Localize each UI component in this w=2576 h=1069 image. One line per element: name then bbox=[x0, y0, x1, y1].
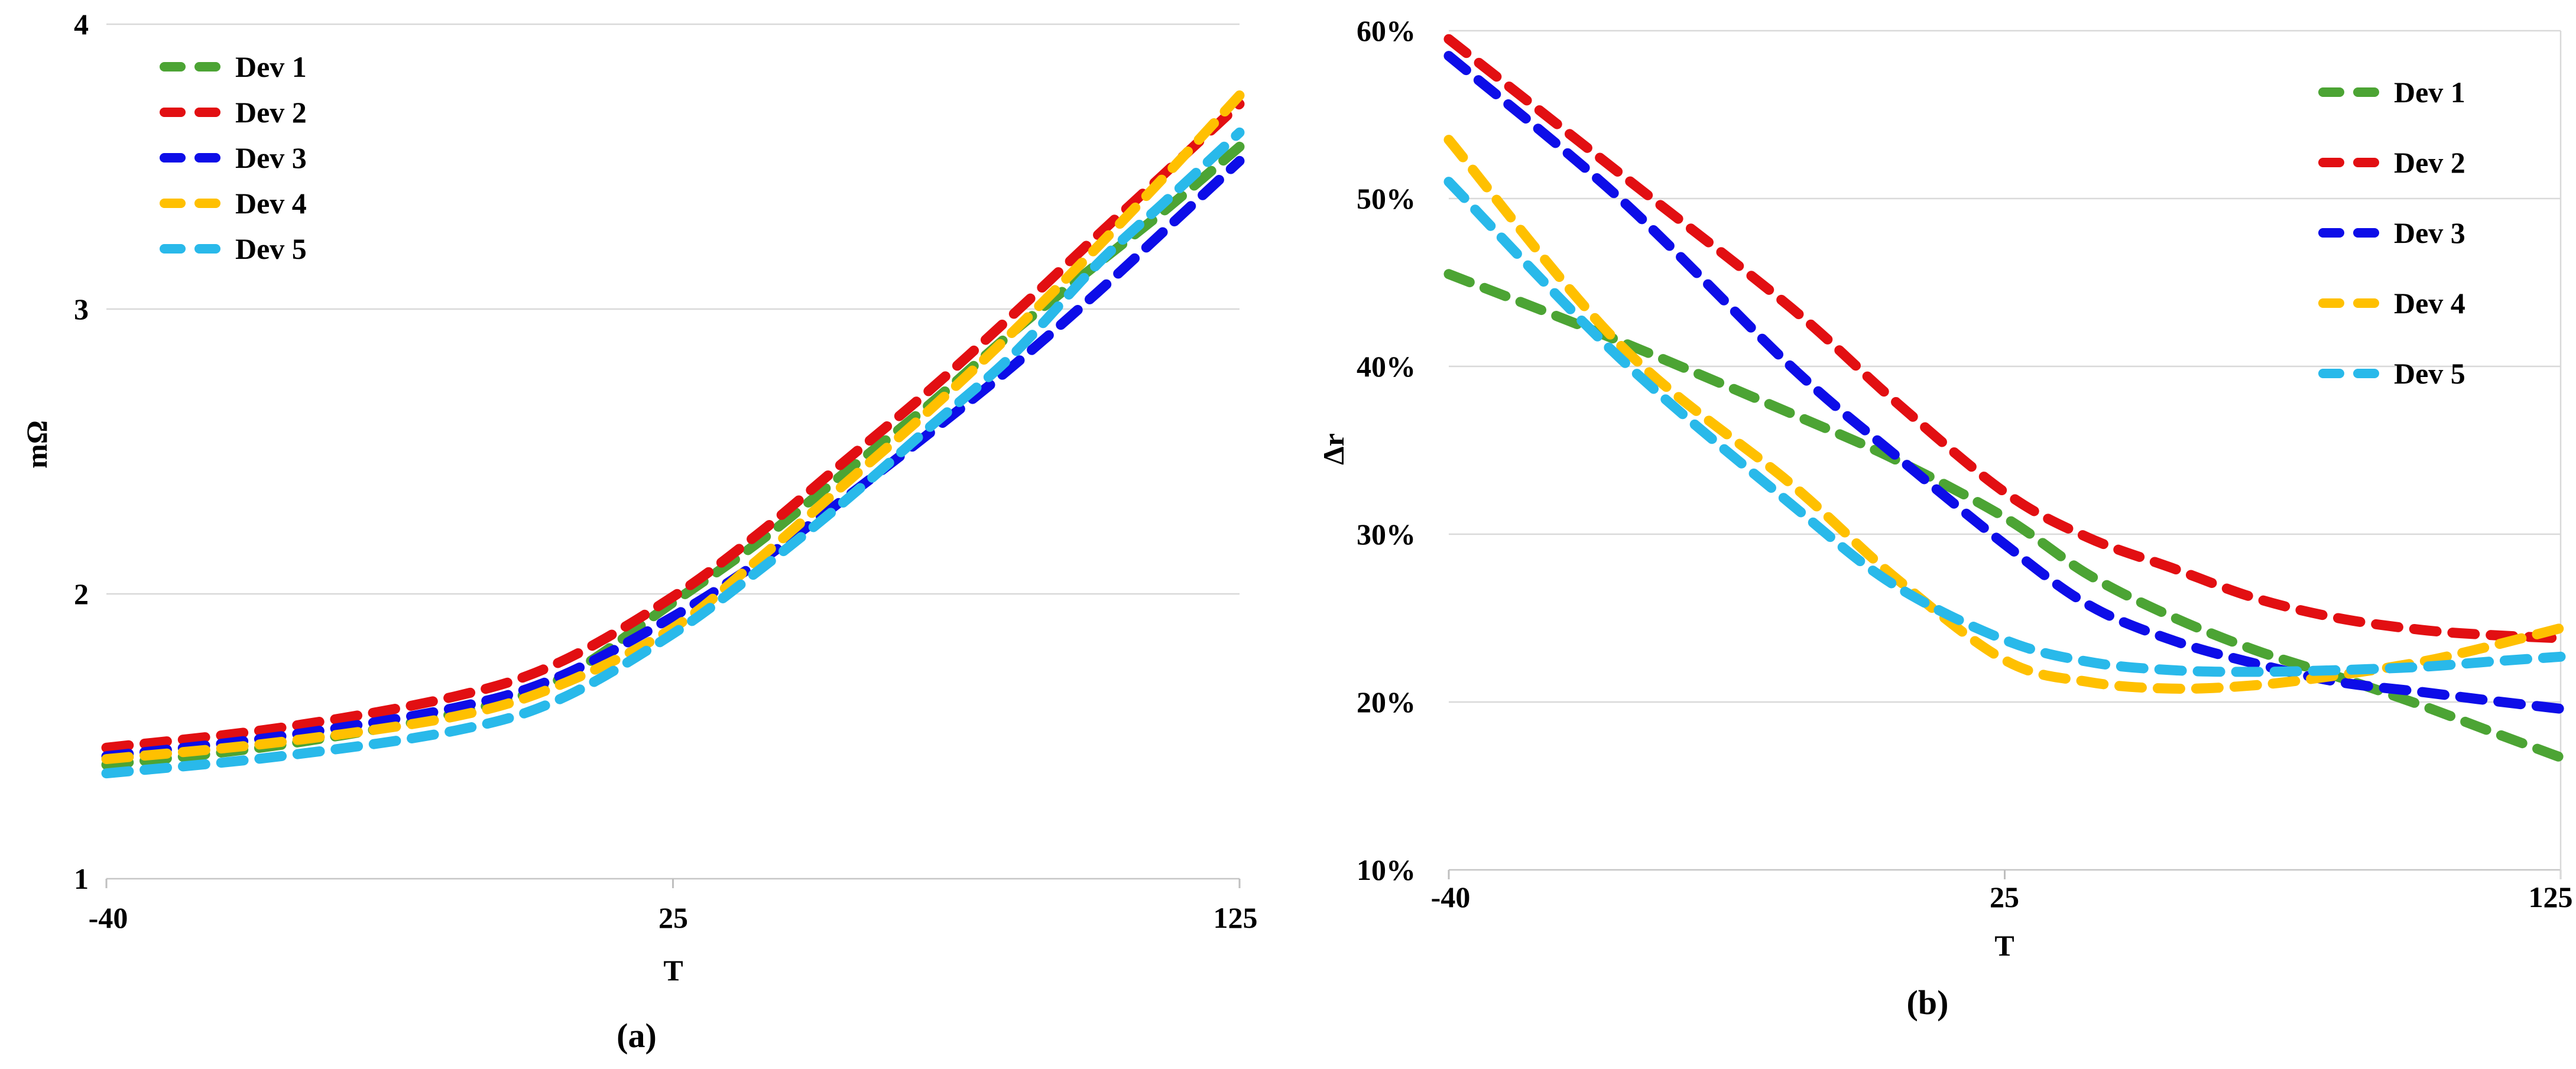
panel-b-ytick-10: 10% bbox=[1357, 853, 1416, 886]
dev5-dash-swatch bbox=[2318, 368, 2380, 378]
dev1-dash-swatch bbox=[160, 61, 221, 72]
panel-b-ytick-60: 60% bbox=[1357, 14, 1416, 47]
panel-b-y-axis-title: Δr bbox=[1317, 433, 1350, 465]
legend-item-dev1: Dev 1 bbox=[2318, 57, 2465, 127]
panel-b-xtick-neg40: -40 bbox=[1430, 880, 1471, 914]
dev3-dash-swatch bbox=[2318, 228, 2380, 238]
panel-a-ytick-3: 3 bbox=[74, 293, 89, 326]
panel-a-ytick-4: 4 bbox=[74, 8, 89, 41]
legend-label: Dev 3 bbox=[235, 141, 307, 174]
series-line-dev-5 bbox=[101, 127, 1245, 779]
series-line-dev-4 bbox=[101, 90, 1245, 765]
panel-a-ytick-1: 1 bbox=[74, 862, 89, 895]
series-line-dev-2 bbox=[1443, 34, 2566, 644]
legend-label: Dev 2 bbox=[2394, 145, 2465, 179]
legend-item-dev4: Dev 4 bbox=[2318, 268, 2465, 338]
panel-a-legend: Dev 1 Dev 2 Dev 3 Dev 4 Dev 5 bbox=[160, 44, 307, 271]
panel-a-xtick-neg40: -40 bbox=[88, 901, 128, 934]
legend-label: Dev 1 bbox=[235, 50, 307, 83]
legend-item-dev5: Dev 5 bbox=[2318, 338, 2465, 408]
legend-label: Dev 4 bbox=[235, 186, 307, 220]
legend-item-dev2: Dev 2 bbox=[2318, 127, 2465, 197]
panel-b-ytick-40: 40% bbox=[1357, 350, 1416, 383]
dev4-dash-swatch bbox=[2318, 298, 2380, 308]
dev1-dash-swatch bbox=[2318, 87, 2380, 97]
series-line-dev-1 bbox=[1443, 269, 2566, 763]
legend-label: Dev 1 bbox=[2394, 75, 2465, 109]
dev2-dash-swatch bbox=[2318, 157, 2380, 167]
legend-item-dev3: Dev 3 bbox=[160, 135, 307, 180]
legend-item-dev3: Dev 3 bbox=[2318, 197, 2465, 268]
panel-b-x-axis-title: T bbox=[1994, 929, 2014, 962]
legend-item-dev4: Dev 4 bbox=[160, 180, 307, 226]
legend-item-dev5: Dev 5 bbox=[160, 226, 307, 271]
dev5-dash-swatch bbox=[160, 243, 221, 254]
panel-a-x-axis-title: T bbox=[663, 954, 683, 987]
panel-b-xtick-125: 125 bbox=[2528, 880, 2573, 914]
series-line-dev-3 bbox=[1443, 51, 2566, 714]
dev3-dash-swatch bbox=[160, 152, 221, 163]
legend-label: Dev 4 bbox=[2394, 286, 2465, 320]
legend-label: Dev 5 bbox=[2394, 356, 2465, 390]
panel-b-ytick-20: 20% bbox=[1357, 685, 1416, 719]
panel-a-xtick-25: 25 bbox=[658, 901, 688, 934]
legend-label: Dev 5 bbox=[235, 232, 307, 265]
panel-a-y-axis-title: mΩ bbox=[20, 420, 53, 469]
legend-label: Dev 2 bbox=[235, 95, 307, 129]
panel-a-xtick-125: 125 bbox=[1213, 901, 1258, 934]
panel-b-xtick-25: 25 bbox=[1990, 880, 2019, 914]
legend-item-dev2: Dev 2 bbox=[160, 89, 307, 135]
legend-item-dev1: Dev 1 bbox=[160, 44, 307, 89]
panel-a-ytick-2: 2 bbox=[74, 577, 89, 610]
panel-b-ytick-30: 30% bbox=[1357, 518, 1416, 551]
panel-b-legend: Dev 1 Dev 2 Dev 3 Dev 4 Dev 5 bbox=[2318, 57, 2465, 408]
dev2-dash-swatch bbox=[160, 107, 221, 117]
panel-a-caption: (a) bbox=[617, 1016, 657, 1055]
dev4-dash-swatch bbox=[160, 198, 221, 208]
series-line-dev-2 bbox=[101, 99, 1245, 753]
series-line-dev-5 bbox=[1443, 177, 2566, 677]
panel-b-ytick-50: 50% bbox=[1357, 182, 1416, 215]
panel-b-caption: (b) bbox=[1906, 983, 1949, 1022]
legend-label: Dev 3 bbox=[2394, 216, 2465, 249]
